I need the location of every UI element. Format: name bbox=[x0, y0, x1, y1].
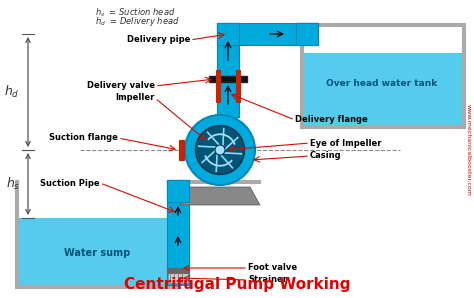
Bar bbox=[296, 23, 318, 28]
Text: $h_d$  = Delivery head: $h_d$ = Delivery head bbox=[95, 15, 180, 29]
Bar bbox=[300, 23, 465, 26]
Bar bbox=[296, 23, 318, 45]
Text: www.mechanicalbooster.com: www.mechanicalbooster.com bbox=[465, 104, 471, 196]
Bar bbox=[167, 180, 189, 202]
Bar bbox=[300, 23, 303, 128]
Bar bbox=[217, 23, 239, 117]
Bar bbox=[167, 268, 189, 273]
Bar bbox=[216, 70, 220, 88]
Bar bbox=[462, 23, 465, 128]
Text: Casing: Casing bbox=[310, 151, 342, 161]
Text: Over head water tank: Over head water tank bbox=[327, 78, 438, 88]
Text: $h_s$: $h_s$ bbox=[6, 176, 20, 192]
Bar bbox=[216, 84, 220, 102]
Bar bbox=[168, 217, 188, 284]
Circle shape bbox=[185, 115, 255, 185]
Text: Centrifugal Pump Working: Centrifugal Pump Working bbox=[124, 277, 350, 292]
Text: $h_d$: $h_d$ bbox=[4, 84, 20, 100]
Text: Suction flange: Suction flange bbox=[49, 134, 118, 142]
Circle shape bbox=[215, 145, 225, 155]
Text: Delivery pipe: Delivery pipe bbox=[127, 35, 190, 44]
Bar bbox=[167, 180, 187, 202]
Bar bbox=[18, 218, 177, 285]
Bar bbox=[15, 180, 18, 288]
Circle shape bbox=[195, 125, 245, 175]
Text: Water sump: Water sump bbox=[64, 248, 130, 258]
Text: Foot valve: Foot valve bbox=[248, 263, 297, 272]
Bar bbox=[303, 53, 462, 125]
Text: $h_s$  = Suction head: $h_s$ = Suction head bbox=[95, 7, 175, 19]
Text: Eye of Impeller: Eye of Impeller bbox=[310, 139, 382, 148]
Text: Delivery valve: Delivery valve bbox=[87, 81, 155, 91]
Text: Strainer: Strainer bbox=[248, 275, 287, 285]
Bar bbox=[167, 180, 189, 285]
Bar bbox=[168, 273, 188, 283]
Bar bbox=[300, 125, 465, 128]
Bar bbox=[217, 23, 318, 45]
Bar bbox=[209, 76, 247, 82]
Text: Impeller: Impeller bbox=[116, 94, 155, 103]
Bar bbox=[179, 140, 184, 160]
Bar bbox=[15, 285, 180, 288]
Bar bbox=[177, 180, 180, 288]
Bar bbox=[217, 23, 239, 45]
Polygon shape bbox=[180, 187, 260, 205]
Bar bbox=[177, 180, 260, 183]
Bar bbox=[236, 84, 240, 102]
Text: Delivery flange: Delivery flange bbox=[295, 116, 368, 125]
Bar bbox=[236, 70, 240, 88]
Text: Suction Pipe: Suction Pipe bbox=[40, 179, 100, 187]
